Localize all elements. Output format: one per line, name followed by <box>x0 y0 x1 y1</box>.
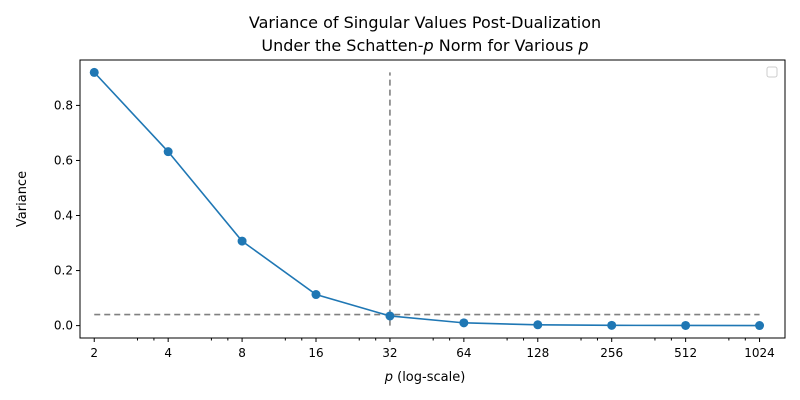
title-line2-prefix: Under the Schatten- <box>261 36 423 55</box>
y-axis-ticks: 0.0 0.2 0.4 0.6 0.8 <box>54 98 80 332</box>
data-point <box>681 321 690 330</box>
x-tick-label: 16 <box>308 346 323 360</box>
x-tick-label: 4 <box>164 346 172 360</box>
title-line2-mid: Norm for Various <box>434 36 579 55</box>
y-tick-label: 0.0 <box>54 319 73 333</box>
x-tick-label: 1024 <box>744 346 775 360</box>
x-axis-label: p (log-scale) <box>384 370 466 385</box>
y-axis-label: Variance <box>15 171 30 227</box>
title-line2-p: p <box>422 36 433 55</box>
x-tick-label: 8 <box>238 346 246 360</box>
series-line <box>94 72 759 325</box>
data-point <box>607 321 616 330</box>
data-point <box>755 321 764 330</box>
x-tick-label: 32 <box>382 346 397 360</box>
x-tick-label: 2 <box>90 346 98 360</box>
y-tick-label: 0.2 <box>54 264 73 278</box>
x-tick-label: 256 <box>600 346 623 360</box>
chart-title-line1: Variance of Singular Values Post-Dualiza… <box>249 13 601 32</box>
title-line2-p2: p <box>577 36 588 55</box>
x-axis-label-var: p <box>384 370 393 385</box>
y-tick-label: 0.8 <box>54 98 73 112</box>
axes-frame <box>80 60 785 338</box>
x-tick-label: 64 <box>456 346 471 360</box>
data-point <box>459 318 468 327</box>
chart-title-line2: Under the Schatten-p Norm for Various p <box>261 36 588 55</box>
x-axis-ticks: 2 4 8 16 32 64 128 256 512 1024 <box>90 338 774 360</box>
x-axis-label-rest: (log-scale) <box>393 370 465 385</box>
data-point <box>312 290 321 299</box>
data-point <box>533 320 542 329</box>
data-point <box>385 311 394 320</box>
legend-box <box>767 67 777 77</box>
x-tick-label: 512 <box>674 346 697 360</box>
data-point <box>164 147 173 156</box>
y-tick-label: 0.6 <box>54 153 73 167</box>
y-tick-label: 0.4 <box>54 209 73 223</box>
plot-area <box>90 68 764 330</box>
data-point <box>238 237 247 246</box>
data-point <box>90 68 99 77</box>
x-tick-label: 128 <box>526 346 549 360</box>
